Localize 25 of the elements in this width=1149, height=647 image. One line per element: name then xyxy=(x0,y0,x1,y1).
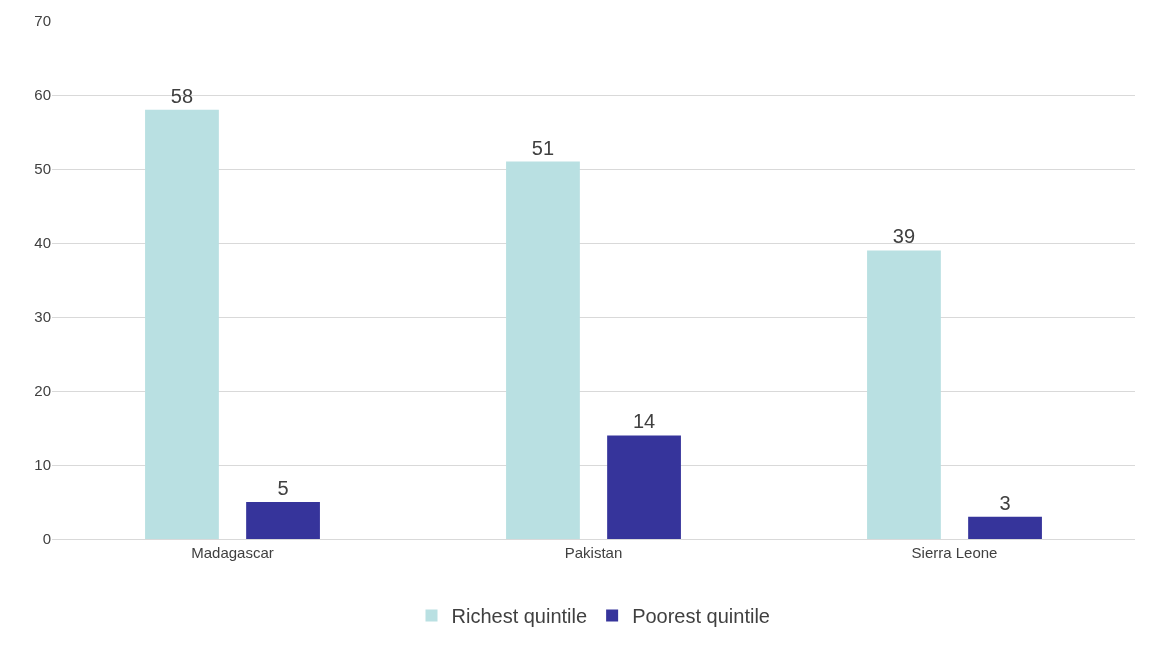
y-tick-label: 40 xyxy=(34,234,51,252)
data-label: 14 xyxy=(632,410,656,433)
data-label: 5 xyxy=(277,477,289,499)
data-label: 51 xyxy=(531,136,555,159)
bar xyxy=(246,502,320,539)
data-label: 3 xyxy=(999,491,1011,514)
y-tick-label: 60 xyxy=(34,86,51,104)
data-label: 58 xyxy=(170,84,194,107)
x-tick-label: Madagascar xyxy=(191,544,274,561)
bar xyxy=(145,109,219,539)
bar xyxy=(506,161,580,539)
y-tick-label: 30 xyxy=(34,308,51,326)
bar xyxy=(968,516,1042,539)
legend-label: Poorest quintile xyxy=(632,605,770,628)
y-tick-label: 70 xyxy=(34,12,51,30)
y-tick-label: 0 xyxy=(42,530,51,548)
x-tick-label: Pakistan xyxy=(564,544,623,561)
legend-label: Richest quintile xyxy=(451,605,588,628)
y-tick-label: 50 xyxy=(34,160,51,178)
bar xyxy=(607,435,681,539)
data-label: 39 xyxy=(892,225,916,248)
y-tick-label: 20 xyxy=(34,382,51,400)
bar xyxy=(867,250,941,539)
x-tick-label: Sierra Leone xyxy=(911,544,998,561)
y-tick-label: 10 xyxy=(34,456,51,474)
